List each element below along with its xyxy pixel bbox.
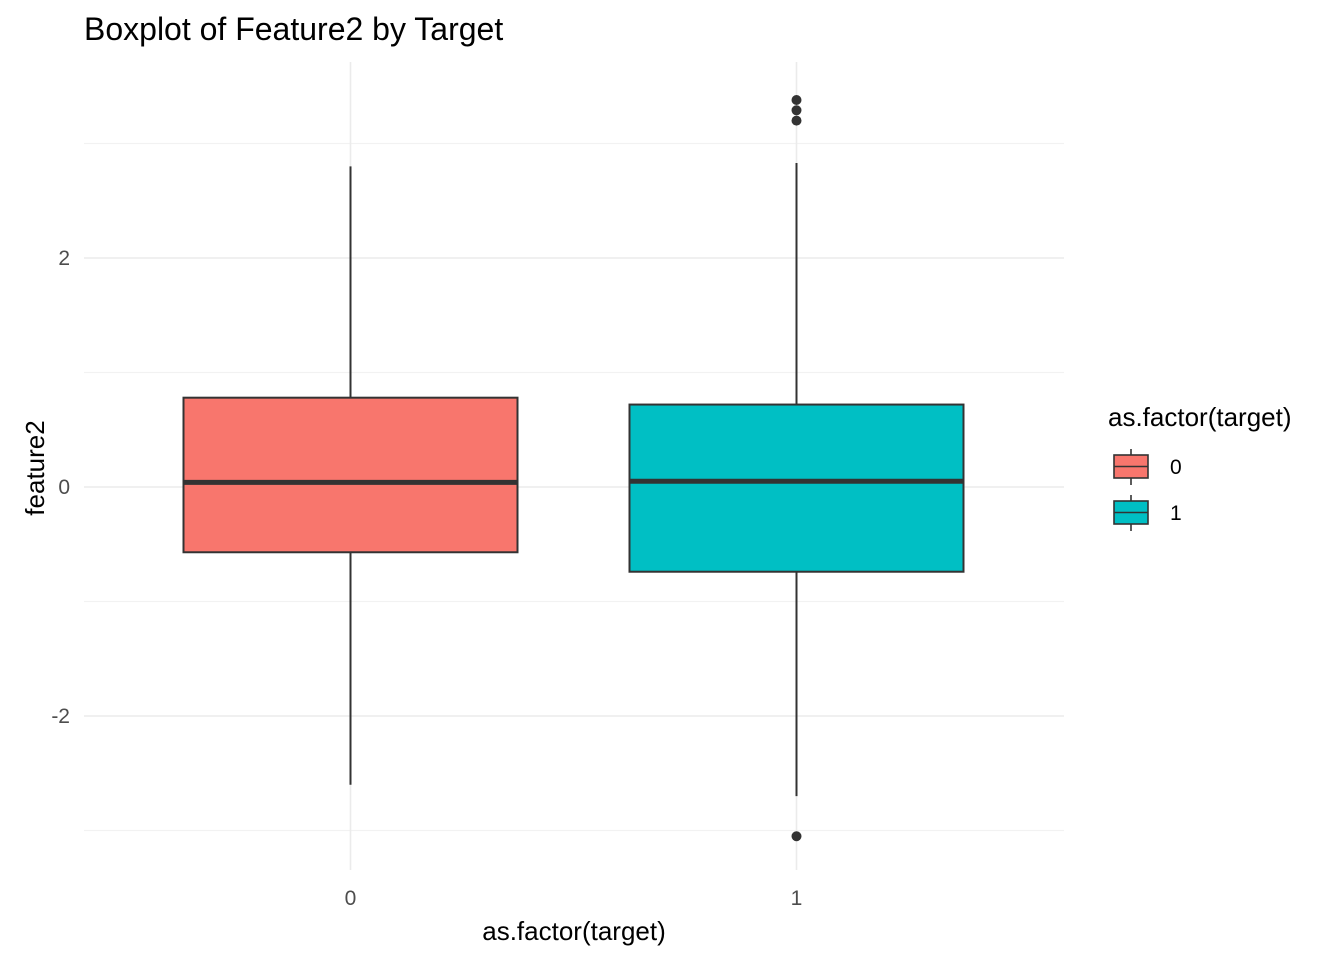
y-tick-label: 0 [58,476,70,499]
y-axis-title: feature2 [20,420,50,515]
legend: as.factor(target) 0 1 [1108,402,1292,531]
outlier-point [791,115,802,126]
legend-key-0 [1113,449,1149,485]
x-axis-title: as.factor(target) [482,916,666,946]
outlier-point [791,105,802,116]
legend-title: as.factor(target) [1108,402,1292,432]
box-iqr-1 [628,403,965,573]
x-tick-label: 0 [345,887,357,910]
box-iqr-0 [182,396,519,554]
plot-boxes [182,94,965,842]
x-tick-label: 1 [791,887,803,910]
legend-label: 1 [1170,502,1182,525]
legend-key-1 [1113,495,1149,531]
legend-label: 0 [1170,456,1182,479]
outlier-point [791,94,802,105]
y-axis-ticks: -2 0 2 [51,247,70,728]
y-tick-label: 2 [58,247,70,270]
y-tick-label: -2 [51,705,70,728]
outlier-point [791,831,802,842]
chart-title: Boxplot of Feature2 by Target [84,11,503,47]
